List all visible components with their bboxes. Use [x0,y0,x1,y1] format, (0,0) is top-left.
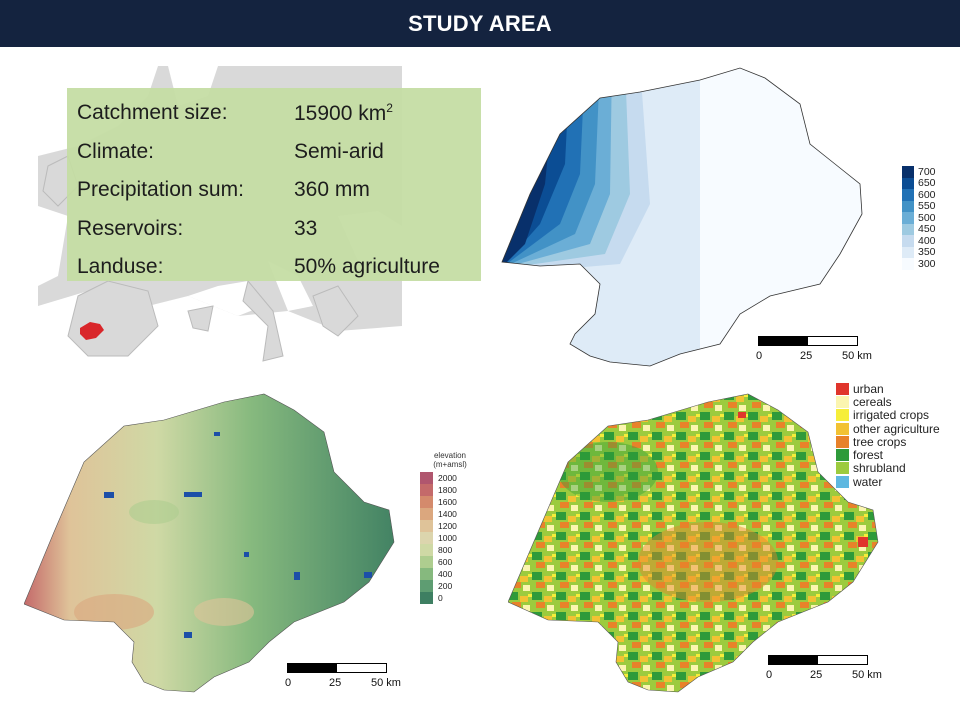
catchment-info-box: Catchment size: 15900 km2 Climate: Semi-… [67,88,481,281]
elevation-scalebar: 0 25 50 km [285,663,415,693]
landuse-legend-item: urban [836,382,940,396]
elevation-legend-swatch [420,532,433,544]
precip-legend-swatch [902,189,914,201]
elevation-legend-swatch [420,496,433,508]
page-title: STUDY AREA [408,10,552,36]
elevation-legend-swatch [420,508,433,520]
landuse-scalebar: 0 25 50 km [766,655,896,685]
landuse-legend-swatch [836,395,849,408]
info-row-catchment-size: Catchment size: 15900 km2 [77,100,393,125]
landuse-legend: urban cereals irrigated crops other agricul… [836,382,940,489]
elevation-legend-label: 1800 [438,485,457,495]
elevation-legend-swatch [420,544,433,556]
elevation-legend-label: 1000 [438,533,457,543]
landuse-legend-item: tree crops [836,435,940,449]
elevation-legend-label: 1400 [438,509,457,519]
info-row-landuse: Landuse: 50% agriculture [77,255,440,279]
elevation-legend-label: 600 [438,557,453,567]
landuse-legend-swatch [836,475,849,488]
info-row-precipitation: Precipitation sum: 360 mm [77,178,370,202]
catchment-highlight [80,322,104,340]
elevation-legend-label: 0 [438,593,443,603]
elevation-legend-label: 2000 [438,473,457,483]
elevation-legend-label: 800 [438,545,453,555]
landuse-legend-swatch [836,435,849,448]
precip-legend-item: 650 [902,177,936,189]
landuse-legend-swatch [836,462,849,475]
precip-legend-swatch [902,177,914,189]
precip-legend-item: 300 [902,258,936,270]
landuse-legend-item: other agriculture [836,422,940,436]
elevation-legend-swatch [420,520,433,532]
elevation-legend-label: 200 [438,581,453,591]
elevation-legend-swatch [420,556,433,568]
precipitation-scalebar: 0 25 50 km [756,336,886,366]
precip-legend-swatch [902,258,914,270]
elevation-legend-swatch [420,580,433,592]
elevation-legend-swatch [420,472,433,484]
landuse-legend-item: forest [836,448,940,462]
precip-legend-swatch [902,246,914,258]
elevation-legend-swatch [420,568,433,580]
landuse-legend-swatch [836,382,849,395]
info-row-climate: Climate: Semi-arid [77,139,384,163]
precipitation-legend: 700 650 600 550 500 450 400 350 300 [902,166,936,270]
elevation-legend-swatch [420,592,433,604]
elevation-legend-swatch [420,484,433,496]
elevation-legend-label: 1600 [438,497,457,507]
precip-legend-item: 550 [902,200,936,212]
precip-legend-swatch [902,223,914,235]
elevation-legend-label: 400 [438,569,453,579]
precip-legend-swatch [902,166,914,178]
landuse-legend-swatch [836,449,849,462]
landuse-map [508,392,880,697]
precip-legend-item: 350 [902,246,936,258]
info-row-reservoirs: Reservoirs: 33 [77,216,318,240]
landuse-legend-item: water [836,475,940,489]
elevation-map [24,392,404,697]
precip-legend-item: 600 [902,189,936,201]
precip-legend-swatch [902,235,914,247]
precip-legend-item: 500 [902,212,936,224]
landuse-legend-item: irrigated crops [836,408,940,422]
landuse-legend-item: cereals [836,395,940,409]
precip-legend-item: 400 [902,235,936,247]
elevation-legend-label: 1200 [438,521,457,531]
elevation-legend: elevation (m+amsl) 2000 1800 1600 1400 1200 1… [420,451,480,604]
precipitation-map [500,64,870,376]
landuse-legend-swatch [836,422,849,435]
precip-legend-swatch [902,212,914,224]
precip-legend-item: 450 [902,223,936,235]
title-bar: STUDY AREA [0,0,960,47]
precip-legend-swatch [902,200,914,212]
precip-legend-item: 700 [902,166,936,178]
landuse-legend-item: shrubland [836,461,940,475]
landuse-legend-swatch [836,409,849,422]
